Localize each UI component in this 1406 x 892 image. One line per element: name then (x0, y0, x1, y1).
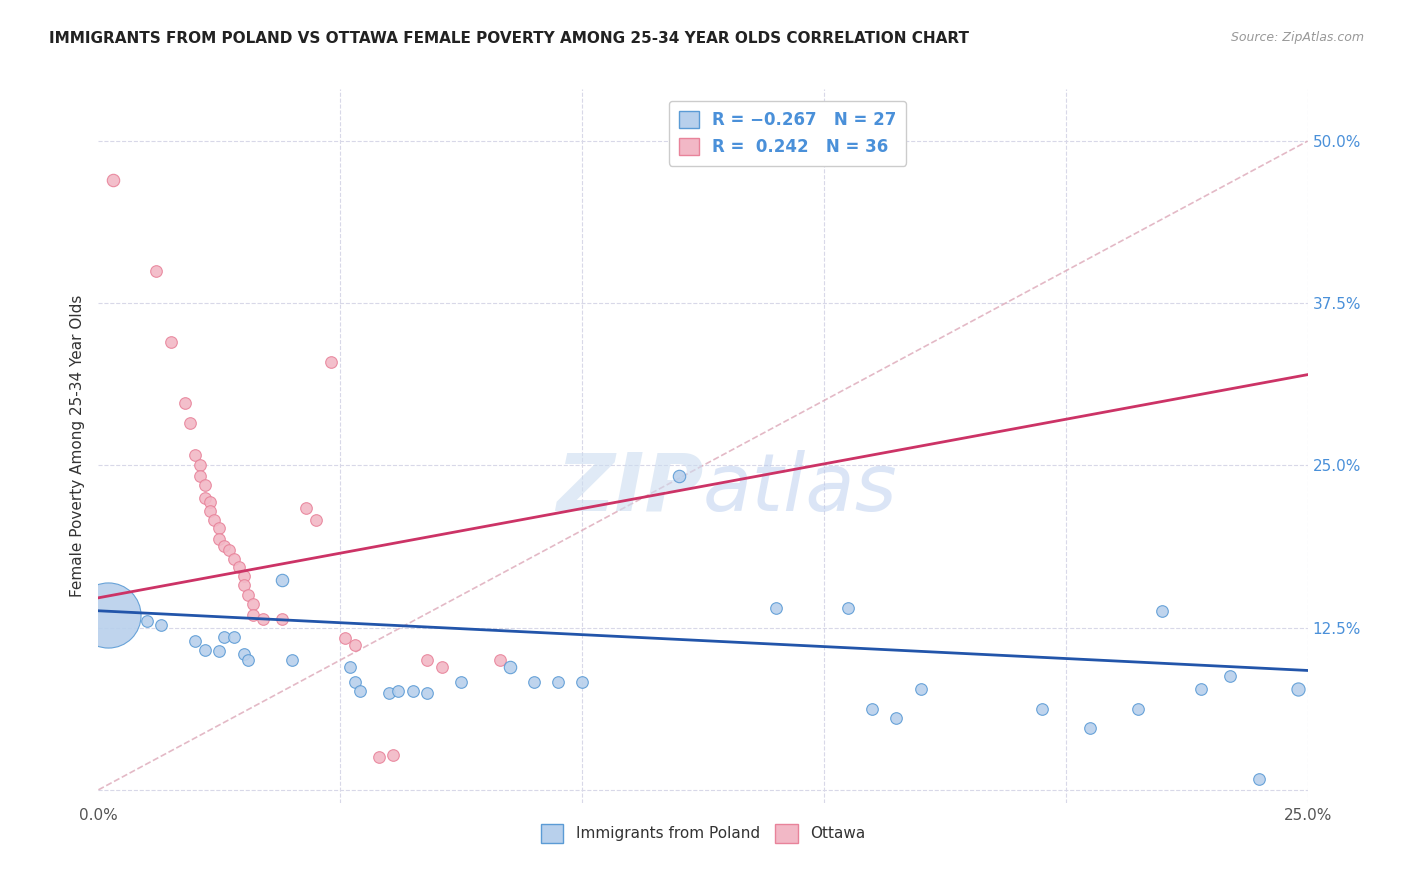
Point (208, 521, 231, 535)
Point (145, 264, 167, 278)
Point (184, 448, 207, 462)
Text: atlas: atlas (703, 450, 898, 528)
Point (238, 653, 260, 667)
Point (218, 542, 240, 557)
Point (150, 618, 173, 632)
Point (252, 611, 274, 625)
Point (387, 684, 409, 698)
Point (368, 750, 391, 764)
Point (238, 588, 260, 602)
Point (212, 539, 235, 553)
Point (382, 747, 405, 762)
Text: Source: ZipAtlas.com: Source: ZipAtlas.com (1230, 31, 1364, 45)
Point (198, 495, 221, 509)
Point (416, 685, 439, 699)
Point (910, 681, 932, 696)
Point (222, 552, 245, 566)
Point (208, 533, 231, 547)
Point (194, 491, 217, 505)
Text: IMMIGRANTS FROM POLAND VS OTTAWA FEMALE POVERTY AMONG 25-34 YEAR OLDS CORRELATIO: IMMIGRANTS FROM POLAND VS OTTAWA FEMALE … (49, 31, 969, 46)
Point (188, 468, 211, 483)
Point (1078, 721, 1101, 735)
Point (319, 354, 342, 368)
Point (450, 675, 472, 690)
Point (271, 611, 294, 625)
Point (188, 458, 211, 473)
Legend: Immigrants from Poland, Ottawa: Immigrants from Poland, Ottawa (534, 818, 872, 848)
Point (668, 468, 690, 483)
Point (222, 630, 245, 644)
Point (343, 638, 366, 652)
Point (179, 416, 201, 430)
Point (489, 653, 512, 667)
Point (184, 633, 207, 648)
Point (242, 607, 264, 622)
Point (377, 685, 399, 699)
Point (1219, 668, 1241, 682)
Point (571, 675, 593, 690)
Point (343, 675, 366, 690)
Point (1128, 702, 1150, 716)
Point (860, 702, 883, 716)
Point (232, 578, 254, 592)
Point (194, 478, 217, 492)
Point (1249, 772, 1271, 787)
Text: ZIP: ZIP (555, 450, 703, 528)
Point (1031, 702, 1053, 716)
Point (208, 644, 231, 658)
Point (498, 659, 520, 673)
Point (430, 659, 453, 673)
Point (333, 631, 356, 645)
Point (416, 653, 439, 667)
Point (886, 711, 908, 725)
Point (198, 504, 221, 518)
Point (281, 653, 304, 667)
Point (232, 568, 254, 582)
Point (271, 573, 294, 587)
Point (295, 501, 318, 516)
Point (97, 607, 120, 622)
Point (174, 396, 197, 410)
Point (101, 173, 124, 187)
Point (765, 601, 787, 615)
Point (837, 601, 859, 615)
Point (1189, 681, 1212, 696)
Point (242, 597, 264, 611)
Point (547, 675, 569, 690)
Point (212, 630, 235, 644)
Point (523, 675, 546, 690)
Point (339, 659, 361, 673)
Point (349, 684, 371, 698)
Point (232, 647, 254, 661)
Point (160, 335, 183, 350)
Point (1152, 604, 1174, 618)
Point (305, 513, 328, 527)
Point (402, 684, 425, 698)
Point (1286, 681, 1309, 696)
Y-axis label: Female Poverty Among 25-34 Year Olds: Female Poverty Among 25-34 Year Olds (69, 295, 84, 597)
Point (135, 614, 157, 628)
Point (204, 513, 226, 527)
Point (194, 642, 217, 657)
Point (228, 559, 250, 574)
